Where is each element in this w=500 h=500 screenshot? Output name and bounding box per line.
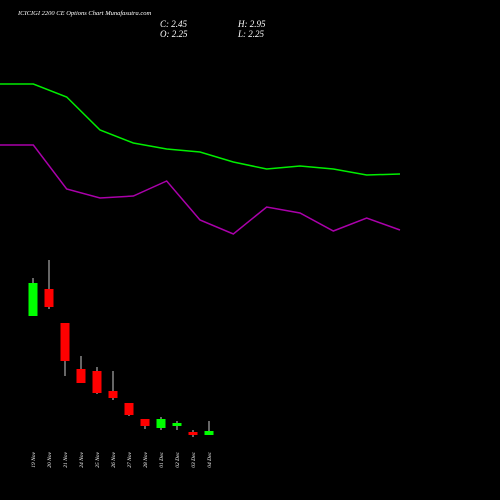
header-high: H: 2.95 bbox=[237, 19, 266, 29]
candle-body bbox=[188, 432, 198, 435]
header-open: O: 2.25 bbox=[160, 29, 188, 39]
candle-body bbox=[44, 289, 54, 307]
x-tick-label: 28 Nov bbox=[143, 451, 149, 467]
x-tick-label: 02 Dec bbox=[175, 451, 181, 467]
x-tick-label: 20 Nov bbox=[47, 451, 53, 467]
candle-body bbox=[204, 431, 214, 435]
header-close: C: 2.45 bbox=[160, 19, 188, 29]
candle-body bbox=[92, 371, 102, 393]
candle-body bbox=[76, 369, 86, 383]
chart-title: ICICIGI 2200 CE Options Chart Munafasutr… bbox=[17, 10, 152, 17]
candle-body bbox=[108, 391, 118, 398]
candle-body bbox=[60, 323, 70, 361]
x-tick-label: 24 Nov bbox=[78, 451, 85, 467]
indicator-line bbox=[0, 83, 401, 176]
x-tick-label: 19 Nov bbox=[31, 451, 37, 467]
x-tick-label: 21 Nov bbox=[63, 451, 69, 467]
candle-body bbox=[124, 403, 134, 415]
x-tick-label: 04 Dec bbox=[206, 451, 213, 467]
header-low: L: 2.25 bbox=[237, 29, 265, 39]
indicator-line bbox=[0, 144, 401, 235]
x-tick-label: 25 Nov bbox=[95, 451, 101, 467]
candle-body bbox=[172, 423, 182, 426]
candle-body bbox=[28, 283, 38, 316]
x-tick-label: 27 Nov bbox=[127, 451, 133, 467]
x-tick-label: 03 Dec bbox=[191, 451, 197, 467]
candle-body bbox=[140, 419, 150, 426]
candle-body bbox=[156, 419, 166, 428]
x-tick-label: 01 Dec bbox=[159, 451, 165, 467]
x-tick-label: 26 Nov bbox=[111, 451, 117, 467]
